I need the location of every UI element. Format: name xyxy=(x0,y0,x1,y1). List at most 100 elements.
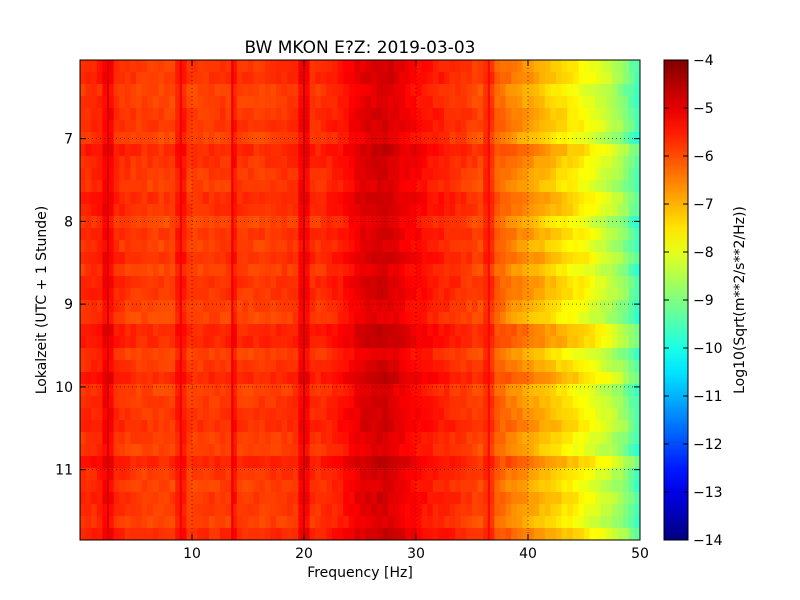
heatmap-cell xyxy=(354,216,361,229)
heatmap-cell xyxy=(192,228,199,241)
heatmap-cell xyxy=(225,420,232,433)
heatmap-cell xyxy=(488,96,495,109)
heatmap-cell xyxy=(130,336,137,349)
heatmap-cell xyxy=(287,420,294,433)
heatmap-cell xyxy=(432,420,439,433)
heatmap-cell xyxy=(623,96,630,109)
heatmap-cell xyxy=(348,168,355,181)
heatmap-cell xyxy=(264,240,271,253)
heatmap-cell xyxy=(438,444,445,457)
heatmap-cell xyxy=(393,360,400,373)
heatmap-cell xyxy=(522,228,529,241)
heatmap-cell xyxy=(80,156,87,169)
heatmap-cell xyxy=(292,444,299,457)
heatmap-cell xyxy=(628,468,635,481)
heatmap-cell xyxy=(455,312,462,325)
heatmap-cell xyxy=(606,420,613,433)
heatmap-cell xyxy=(91,492,98,505)
heatmap-cell xyxy=(561,108,568,121)
heatmap-cell xyxy=(348,240,355,253)
heatmap-cell xyxy=(337,312,344,325)
heatmap-cell xyxy=(231,300,238,313)
heatmap-cell xyxy=(544,180,551,193)
heatmap-cell xyxy=(617,120,624,133)
heatmap-cell xyxy=(180,288,187,301)
heatmap-cell xyxy=(606,60,613,73)
heatmap-cell xyxy=(259,84,266,97)
heatmap-cell xyxy=(259,492,266,505)
heatmap-cell xyxy=(298,60,305,73)
heatmap-cell xyxy=(421,276,428,289)
heatmap-cell xyxy=(158,180,165,193)
heatmap-cell xyxy=(292,396,299,409)
heatmap-cell xyxy=(186,384,193,397)
heatmap-cell xyxy=(572,288,579,301)
heatmap-cell xyxy=(516,456,523,469)
heatmap-cell xyxy=(550,444,557,457)
heatmap-cell xyxy=(169,60,176,73)
heatmap-cell xyxy=(511,132,518,145)
heatmap-cell xyxy=(113,432,120,445)
heatmap-cell xyxy=(617,528,624,540)
heatmap-cell xyxy=(130,372,137,385)
heatmap-cell xyxy=(477,360,484,373)
heatmap-cell xyxy=(197,300,204,313)
heatmap-cell xyxy=(102,492,109,505)
heatmap-cell xyxy=(304,516,311,529)
heatmap-cell xyxy=(208,156,215,169)
heatmap-cell xyxy=(108,480,115,493)
heatmap-cell xyxy=(96,228,103,241)
heatmap-cell xyxy=(516,84,523,97)
heatmap-cell xyxy=(141,216,148,229)
heatmap-cell xyxy=(203,468,210,481)
heatmap-cell xyxy=(393,300,400,313)
heatmap-cell xyxy=(382,528,389,540)
heatmap-cell xyxy=(304,348,311,361)
heatmap-cell xyxy=(533,312,540,325)
heatmap-cell xyxy=(113,204,120,217)
heatmap-cell xyxy=(477,456,484,469)
heatmap-cell xyxy=(584,72,591,85)
heatmap-cell xyxy=(600,96,607,109)
heatmap-cell xyxy=(315,396,322,409)
heatmap-cell xyxy=(130,60,137,73)
heatmap-cell xyxy=(298,504,305,517)
heatmap-cell xyxy=(477,384,484,397)
heatmap-cell xyxy=(119,492,126,505)
heatmap-cell xyxy=(242,396,249,409)
heatmap-cell xyxy=(500,408,507,421)
heatmap-cell xyxy=(561,72,568,85)
heatmap-cell xyxy=(292,228,299,241)
heatmap-cell xyxy=(315,192,322,205)
heatmap-cell xyxy=(96,348,103,361)
heatmap-cell xyxy=(438,132,445,145)
heatmap-cell xyxy=(348,228,355,241)
heatmap-cell xyxy=(432,360,439,373)
heatmap-cell xyxy=(186,156,193,169)
heatmap-cell xyxy=(180,252,187,265)
heatmap-cell xyxy=(472,288,479,301)
heatmap-cell xyxy=(522,264,529,277)
heatmap-cell xyxy=(449,216,456,229)
heatmap-cell xyxy=(623,168,630,181)
heatmap-cell xyxy=(477,528,484,540)
heatmap-cell xyxy=(634,396,640,409)
heatmap-cell xyxy=(488,252,495,265)
heatmap-cell xyxy=(623,156,630,169)
heatmap-cell xyxy=(242,192,249,205)
heatmap-cell xyxy=(393,288,400,301)
heatmap-cell xyxy=(309,156,316,169)
heatmap-cell xyxy=(410,228,417,241)
heatmap-cell xyxy=(119,528,126,540)
heatmap-cell xyxy=(175,264,182,277)
heatmap-cell xyxy=(477,444,484,457)
heatmap-cell xyxy=(600,192,607,205)
heatmap-cell xyxy=(91,144,98,157)
heatmap-cell xyxy=(102,180,109,193)
heatmap-cell xyxy=(477,96,484,109)
heatmap-cell xyxy=(432,528,439,540)
heatmap-cell xyxy=(259,396,266,409)
heatmap-cell xyxy=(421,96,428,109)
heatmap-cell xyxy=(124,204,131,217)
heatmap-cell xyxy=(147,84,154,97)
